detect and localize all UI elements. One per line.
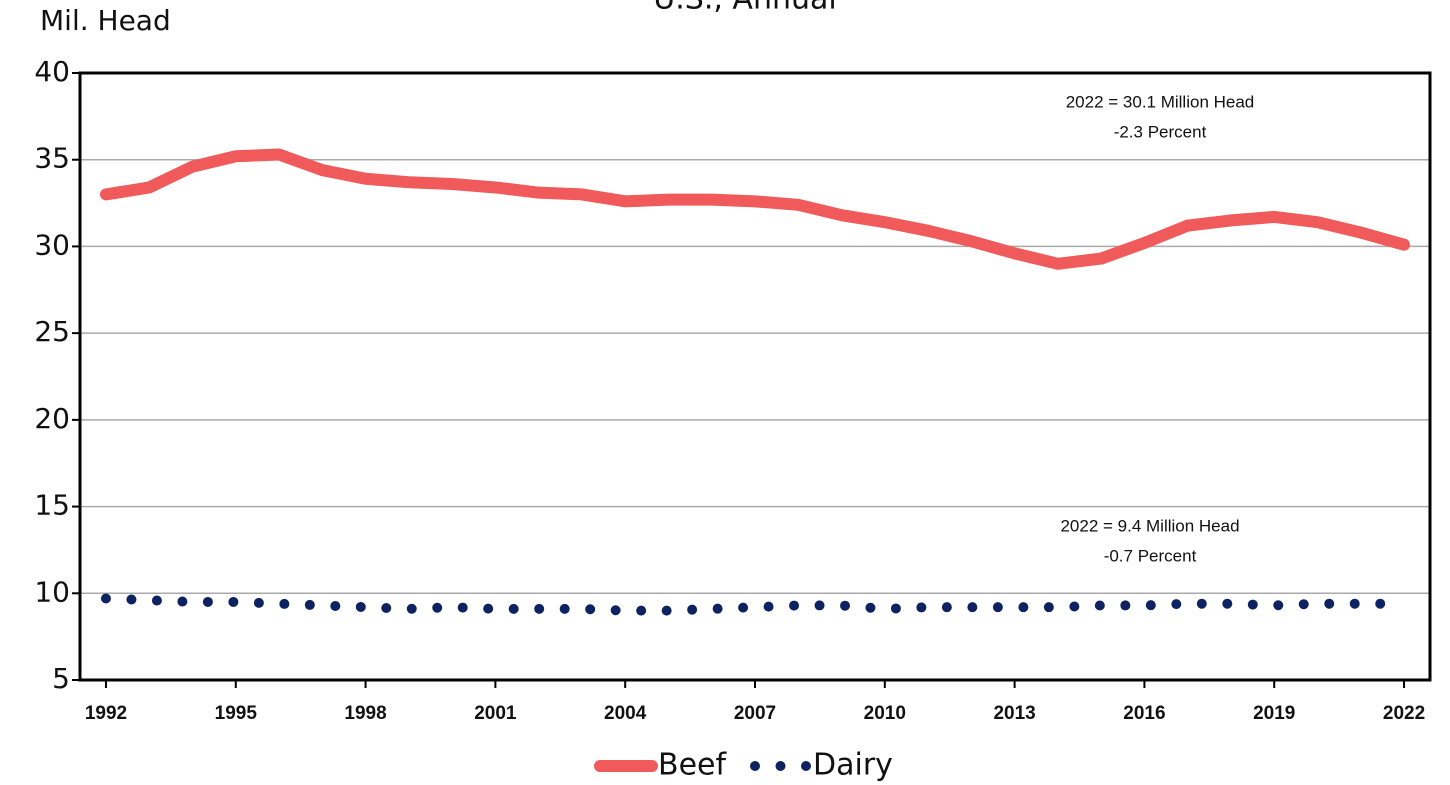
series-line (100, 593, 1410, 616)
y-tick-label: 30 (34, 228, 70, 261)
y-tick-label: 5 (52, 662, 70, 695)
x-tick-label: 1995 (215, 703, 258, 724)
chart-title: U.S., Annual (653, 0, 836, 17)
plot-frame (78, 71, 1432, 682)
series-line (99, 148, 1411, 270)
x-tick-label: 2016 (1123, 703, 1165, 724)
x-tick-label: 2001 (474, 703, 517, 724)
y-axis-label: Mil. Head (40, 4, 171, 37)
x-tick-label: 2010 (864, 703, 906, 724)
x-tick-label: 2019 (1253, 703, 1295, 724)
x-tick-label: 2004 (604, 703, 647, 724)
legend-label: Dairy (813, 748, 893, 783)
annotation: -2.3 Percent (1114, 122, 1207, 141)
y-tick-label: 15 (34, 489, 70, 522)
legend-label: Beef (658, 748, 727, 783)
y-tick-label: 20 (34, 402, 70, 435)
x-tick-label: 2007 (734, 703, 776, 724)
y-tick-label: 10 (34, 575, 70, 608)
annotation: 2022 = 9.4 Million Head (1060, 516, 1239, 535)
x-tick-label: 1992 (85, 703, 127, 724)
y-tick-label: 35 (34, 142, 70, 175)
x-tick-label: 2022 (1383, 703, 1425, 724)
x-tick-label: 2013 (993, 703, 1035, 724)
annotation: 2022 = 30.1 Million Head (1066, 92, 1255, 111)
x-tick-label: 1998 (344, 703, 386, 724)
y-tick-label: 25 (34, 315, 70, 348)
y-tick-label: 40 (34, 55, 70, 88)
annotation: -0.7 Percent (1104, 546, 1197, 565)
